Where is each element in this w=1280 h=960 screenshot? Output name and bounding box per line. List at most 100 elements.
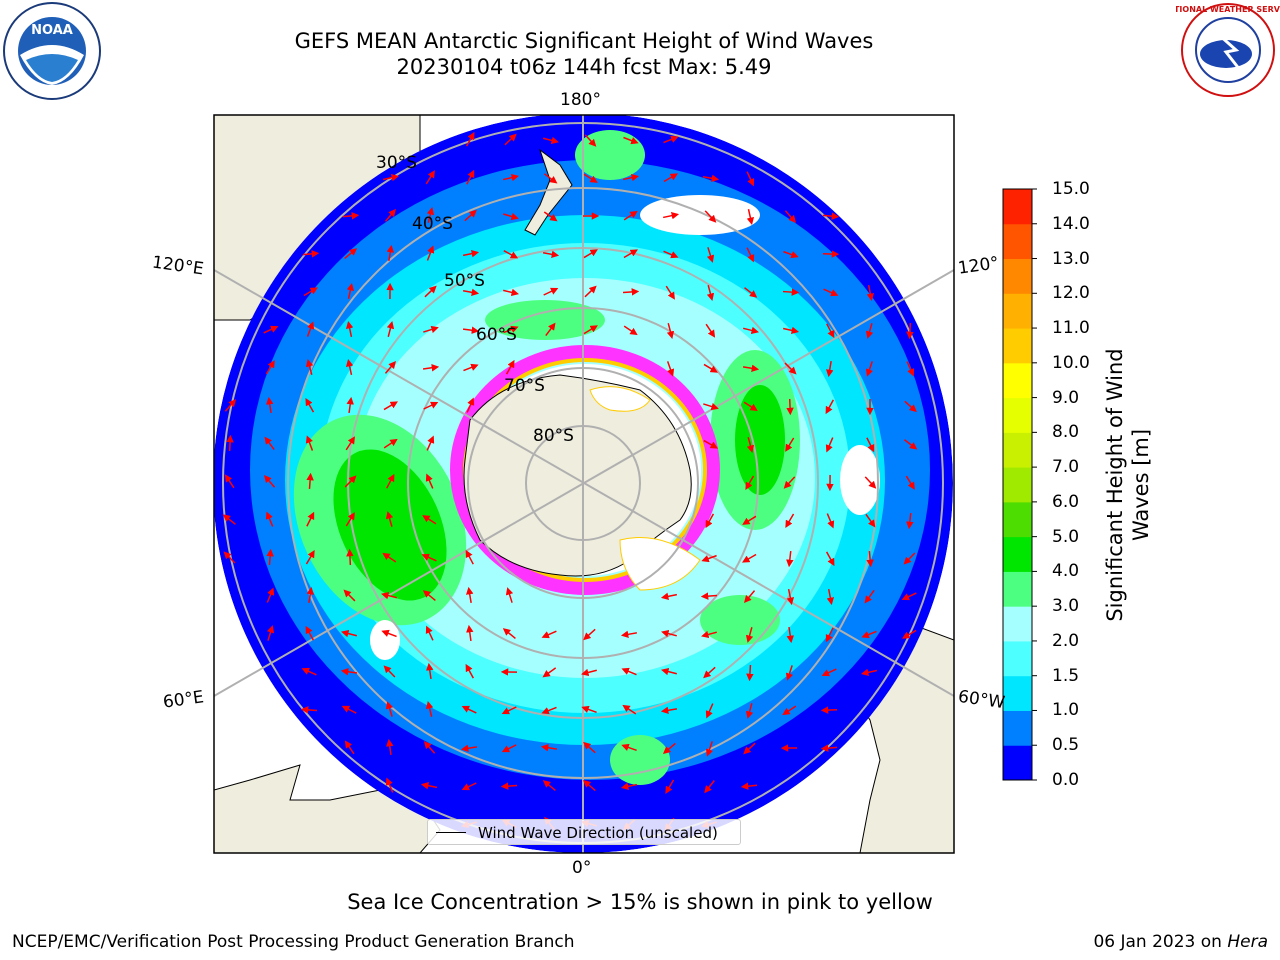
wind-arrow [463, 363, 479, 372]
wind-arrow [623, 210, 638, 221]
wind-arrow [265, 511, 274, 527]
wind-arrow [825, 437, 834, 453]
wind-arrow [621, 667, 637, 676]
wind-arrow [384, 208, 396, 222]
wind-arrow [505, 359, 515, 375]
colorbar-segment [1003, 432, 1032, 468]
wind-arrow [462, 288, 480, 296]
wind-arrow [866, 550, 874, 568]
wind-arrow [622, 288, 640, 296]
wind-arrow [785, 513, 795, 528]
wind-arrow [584, 134, 597, 147]
wind-arrow [305, 359, 314, 375]
wind-arrow [704, 780, 715, 794]
wind-arrow [821, 668, 837, 677]
footer-date-text: 06 Jan 2023 on [1093, 932, 1228, 952]
wind-arrow [264, 436, 275, 451]
wind-arrow [222, 514, 236, 525]
colorbar-tick-label: 10.0 [1052, 352, 1090, 373]
wind-arrow [383, 173, 400, 182]
colorbar-segment [1003, 258, 1032, 294]
wind-arrow [465, 131, 475, 147]
colorbar-tick-label: 8.0 [1052, 422, 1080, 443]
wind-arrow [305, 625, 314, 641]
wind-arrow [825, 627, 834, 643]
wind-arrow [501, 744, 517, 753]
wind-arrow [865, 361, 873, 377]
wind-arrow [703, 439, 719, 449]
wind-arrow [383, 665, 396, 678]
wind-arrow [703, 666, 716, 679]
wind-arrow [426, 207, 435, 223]
wind-arrow [705, 513, 715, 529]
wind-arrow [786, 626, 794, 644]
wind-arrow [906, 361, 915, 377]
colorbar-segment [1003, 675, 1032, 711]
wind-arrow [660, 706, 678, 714]
wind-arrow [422, 590, 436, 602]
wind-arrow [662, 211, 680, 220]
colorbar-label-line2: Waves [m] [1129, 428, 1153, 542]
colorbar-tick-label: 3.0 [1052, 596, 1080, 617]
colorbar-segment [1003, 501, 1032, 538]
wind-arrow [822, 212, 840, 220]
wind-arrow [422, 515, 437, 525]
wind-arrow [541, 630, 557, 639]
wind-arrow [426, 662, 434, 680]
wind-arrow [224, 399, 237, 412]
wind-arrow [461, 705, 477, 714]
wind-arrow [343, 589, 356, 602]
wind-arrow [743, 326, 759, 335]
wind-arrows [222, 131, 918, 832]
wind-arrow [903, 439, 918, 450]
wind-arrow [425, 701, 434, 717]
wind-arrow [300, 706, 318, 714]
wind-arrow [583, 325, 598, 335]
wind-arrow [826, 588, 835, 606]
wind-arrow [866, 437, 875, 453]
wind-arrow [786, 398, 794, 416]
colorbar-tick-label: 13.0 [1052, 248, 1090, 269]
wind-arrow [825, 551, 835, 567]
wind-arrow [503, 325, 519, 334]
wind-arrow [583, 628, 596, 641]
wind-arrow [466, 397, 475, 413]
lat-label-80: 80°S [533, 426, 574, 446]
wind-arrow [663, 173, 679, 183]
wind-arrow [344, 475, 357, 488]
wind-arrow [505, 587, 514, 603]
wind-arrow [423, 741, 436, 754]
wind-arrow [306, 586, 314, 604]
chart-title: GEFS MEAN Antarctic Significant Height o… [294, 29, 874, 53]
wind-arrow [743, 742, 756, 755]
wind-arrow [906, 322, 914, 340]
wind-arrow [746, 209, 755, 226]
wind-arrow [706, 285, 715, 301]
wind-arrow [346, 548, 354, 566]
wind-arrow [465, 549, 474, 565]
wind-arrow [783, 476, 796, 489]
wind-arrow [743, 401, 758, 411]
colorbar-segment [1003, 467, 1032, 503]
wind-arrow [543, 173, 558, 184]
wind-arrow [381, 629, 397, 638]
wind-arrow [782, 705, 797, 716]
footer-host: Hera [1227, 932, 1268, 952]
wind-arrow [621, 743, 637, 752]
wind-arrow [265, 360, 275, 375]
colorbar-segment [1003, 397, 1032, 433]
wind-arrow [584, 285, 597, 298]
wind-arrow [744, 590, 756, 604]
wind-arrow [540, 744, 558, 752]
colorbar [1002, 188, 1037, 781]
colorbar-segment [1003, 745, 1032, 781]
wind-arrow [543, 211, 558, 222]
wind-arrow [346, 282, 355, 299]
wind-arrow [660, 592, 678, 601]
wind-arrow [305, 550, 315, 565]
wind-arrow [861, 630, 877, 639]
colorbar-segment [1003, 189, 1032, 225]
wind-arrow [223, 551, 236, 564]
colorbar-tick-label: 11.0 [1052, 318, 1090, 339]
wind-arrow [826, 513, 835, 529]
